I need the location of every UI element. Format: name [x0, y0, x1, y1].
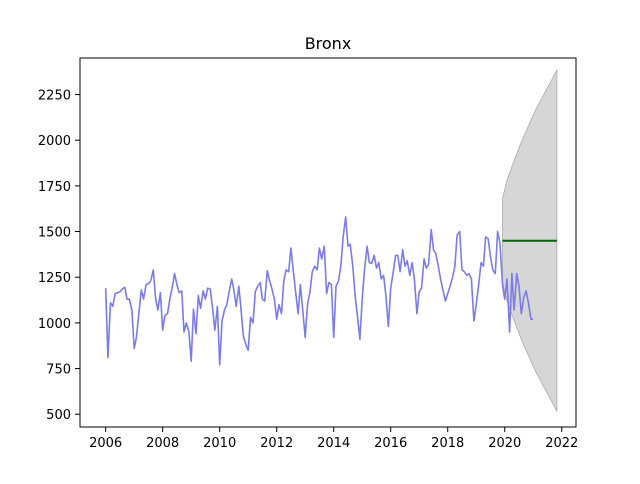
- y-tick-label: 750: [46, 363, 71, 378]
- y-tick-label: 1500: [38, 226, 71, 241]
- y-tick-label: 1250: [38, 271, 71, 286]
- x-tick-label: 2016: [374, 436, 407, 451]
- x-tick-label: 2018: [431, 436, 464, 451]
- x-tick-label: 2012: [260, 436, 293, 451]
- chart-title: Bronx: [305, 34, 352, 53]
- x-tick-label: 2010: [203, 436, 236, 451]
- y-tick-label: 1000: [38, 317, 71, 332]
- y-tick-label: 2250: [38, 89, 71, 104]
- x-tick-label: 2006: [89, 436, 122, 451]
- y-tick-label: 1750: [38, 180, 71, 195]
- x-tick-label: 2008: [146, 436, 179, 451]
- y-tick-label: 2000: [38, 134, 71, 149]
- x-axis: 2006 2008 2010 2012 2014 2016 2018 2020 2022: [89, 427, 578, 451]
- history-series: [104, 216, 534, 366]
- y-tick-label: 500: [46, 408, 71, 423]
- x-tick-label: 2022: [545, 436, 578, 451]
- history-line: [104, 216, 534, 366]
- y-axis: 500 750 1000 1250 1500 1750 2000 2250: [38, 89, 80, 423]
- x-tick-label: 2020: [488, 436, 521, 451]
- plot-frame: [79, 57, 577, 428]
- x-tick-label: 2014: [317, 436, 350, 451]
